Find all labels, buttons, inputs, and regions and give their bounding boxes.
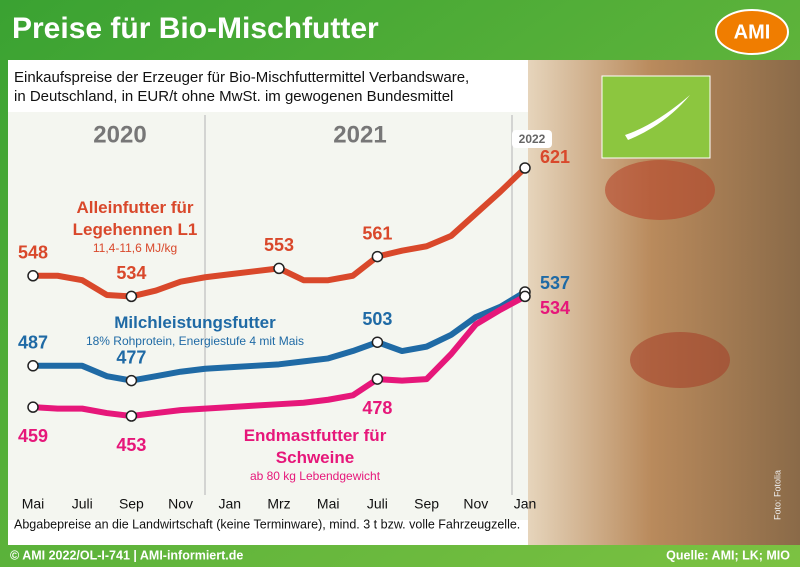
year-box [512,130,552,148]
photo-hen [630,332,730,388]
series-line [32,293,527,419]
x-tick-label: Jan [514,496,537,512]
point-marker [519,290,531,303]
data-label: 548 [18,243,48,263]
data-label: 478 [362,398,392,418]
logo-text: AMI [734,21,771,43]
x-tick-label: Juli [367,496,388,512]
point-marker [27,401,39,413]
eu-organic-logo [601,75,711,159]
series-description: ab 80 kg Lebendgewicht [249,469,381,483]
year-label: 2021 [333,121,386,148]
point-marker [27,360,39,372]
series-name: Endmastfutter für Schweine [243,426,387,467]
x-tick-label: Sep [414,496,439,512]
data-label: 453 [116,435,146,455]
data-label: 537 [540,273,570,293]
series-description: 11,4-11,6 MJ/kg [92,241,178,255]
series-label: Endmastfutter für Schweine ab 80 kg Leben… [230,425,400,483]
source: Quelle: AMI; LK; MIO [666,548,790,562]
photo-hen [605,160,715,220]
x-tick-label: Nov [168,496,193,512]
data-label: 621 [540,147,570,167]
subtitle: in Deutschland, in EUR/t ohne MwSt. im g… [14,88,453,105]
series-label: Milchleistungsfutter 18% Rohprotein, Ener… [60,312,330,348]
point-marker [371,250,384,263]
series-line [33,289,527,384]
eu-organic-leaf [625,95,690,140]
logo [715,9,789,55]
x-tick-label: Mrz [267,496,290,512]
data-label: 459 [18,426,48,446]
point-marker [27,270,39,282]
x-tick-label: Mai [317,496,340,512]
point-marker [125,290,138,303]
series-description: 18% Rohprotein, Energiestufe 4 mit Mais [85,334,305,348]
point-marker [125,410,138,422]
year-label: 2020 [93,121,146,148]
note: Abgabepreise an die Landwirtschaft (kein… [14,517,520,531]
plot-area [8,112,528,520]
x-tick-label: Jan [219,496,242,512]
point-marker [273,262,285,275]
data-label: 503 [362,309,392,329]
footer: © AMI 2022/OL-I-741 | AMI-informiert.de [10,548,243,562]
data-label: 561 [362,223,392,243]
point-marker [371,336,384,348]
point-marker [125,374,138,387]
year-label: 2022 [519,132,546,146]
x-tick-label: Nov [463,496,488,512]
point-marker [519,162,531,174]
chart-title: Preise für Bio-Mischfutter [12,12,379,45]
x-tick-label: Mai [22,496,45,512]
photo-credit: Foto: Fotolia [772,470,782,520]
subtitle: Einkaufspreise der Erzeuger für Bio-Misc… [14,69,469,86]
point-marker [371,373,384,385]
data-label: 477 [116,347,146,367]
data-label: 534 [116,263,146,283]
series-name: Alleinfutter für Legehennen L1 [72,198,198,239]
x-tick-label: Juli [72,496,93,512]
data-label: 487 [18,333,48,353]
x-tick-label: Sep [119,496,144,512]
series-name: Milchleistungsfutter [114,313,276,332]
data-label: 534 [540,298,570,318]
data-label: 553 [264,235,294,255]
series-label: Alleinfutter für Legehennen L1 11,4-11,6 … [40,197,230,255]
